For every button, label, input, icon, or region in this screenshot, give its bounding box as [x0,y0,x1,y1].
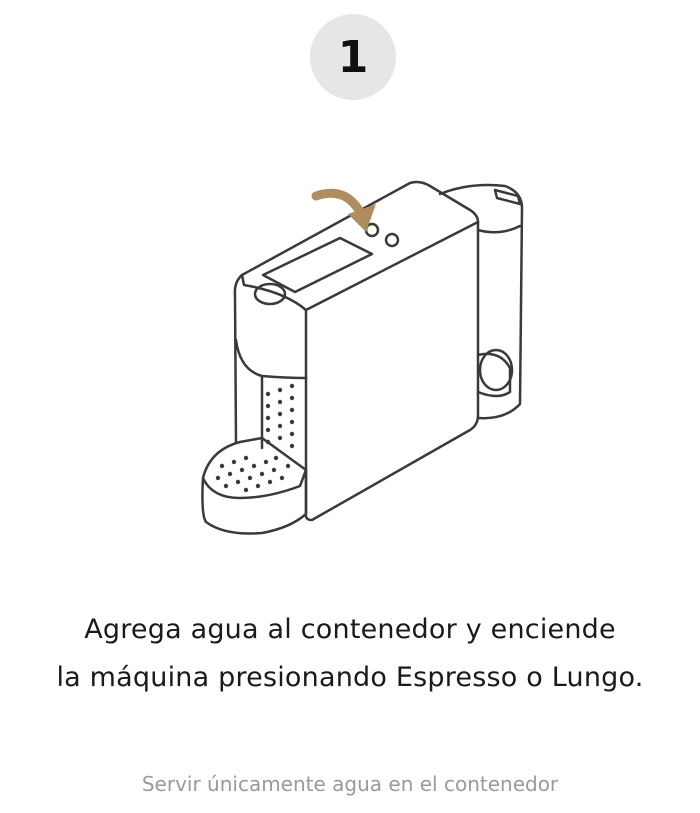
coffee-machine-icon [201,180,524,535]
instruction-line-1: Agrega agua al contenedor y enciende [84,614,616,645]
instruction-line-2: la máquina presionando Espresso o Lungo. [56,662,644,693]
curved-arrow-icon [311,188,376,232]
instruction-text: Agrega agua al contenedor y enciende la … [0,606,700,702]
coffee-machine-illustration [201,180,524,535]
water-only-note: Servir únicamente agua en el contenedor [141,772,559,796]
step-number: 1 [337,31,369,83]
step-number-badge: 1 [310,14,396,100]
drip-grill-icon [215,383,295,493]
